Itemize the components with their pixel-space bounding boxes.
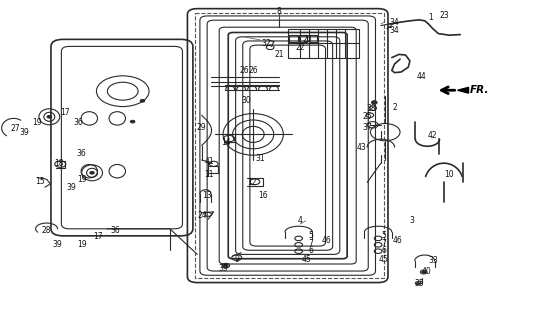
Text: 9: 9 — [235, 255, 239, 264]
Circle shape — [224, 264, 228, 267]
Text: 45: 45 — [302, 255, 312, 264]
Text: 39: 39 — [66, 183, 76, 192]
Text: 46: 46 — [392, 236, 402, 245]
Text: 14: 14 — [221, 138, 231, 147]
Text: 5: 5 — [381, 231, 386, 240]
Bar — [289, 35, 298, 42]
Text: 16: 16 — [258, 191, 268, 200]
Text: 18: 18 — [54, 159, 64, 168]
Text: 6: 6 — [381, 246, 386, 255]
Text: 34: 34 — [390, 18, 399, 27]
Text: 7: 7 — [381, 239, 386, 248]
Text: 19: 19 — [77, 175, 87, 184]
Text: 5: 5 — [309, 231, 313, 240]
Text: 15: 15 — [35, 177, 45, 186]
Text: 22: 22 — [295, 44, 305, 52]
Text: 7: 7 — [309, 239, 313, 248]
Text: 31: 31 — [255, 154, 265, 163]
Text: 40: 40 — [421, 268, 431, 276]
Circle shape — [372, 101, 377, 104]
Text: 26: 26 — [239, 66, 249, 75]
Text: 38: 38 — [367, 104, 376, 113]
Circle shape — [90, 172, 94, 174]
Text: 1: 1 — [428, 13, 432, 22]
Text: 4: 4 — [298, 216, 302, 225]
Text: 44: 44 — [417, 72, 427, 81]
Text: 11: 11 — [204, 170, 214, 179]
Text: 17: 17 — [60, 108, 70, 117]
Text: 17: 17 — [93, 232, 102, 241]
Text: 35: 35 — [414, 279, 424, 288]
Text: 39: 39 — [53, 240, 62, 249]
Text: 24: 24 — [198, 212, 208, 220]
Text: 42: 42 — [428, 131, 438, 140]
Text: 26: 26 — [249, 66, 259, 75]
Text: 12: 12 — [247, 178, 257, 187]
Polygon shape — [458, 87, 469, 93]
Text: 20: 20 — [302, 36, 312, 44]
Text: 6: 6 — [309, 246, 313, 255]
Text: 30: 30 — [242, 96, 252, 105]
Text: 41: 41 — [204, 157, 214, 166]
Circle shape — [130, 120, 135, 123]
Text: 32: 32 — [261, 39, 271, 48]
Text: 10: 10 — [444, 170, 454, 179]
Text: 29: 29 — [197, 124, 207, 132]
Text: 45: 45 — [379, 255, 389, 264]
Circle shape — [422, 271, 425, 273]
Text: 43: 43 — [357, 143, 367, 152]
Text: 39: 39 — [20, 128, 30, 137]
Text: 3: 3 — [410, 216, 414, 225]
Text: FR.: FR. — [470, 85, 489, 95]
Text: 36: 36 — [73, 118, 83, 127]
Bar — [288, 29, 359, 58]
Text: 21: 21 — [275, 50, 284, 59]
Text: 39: 39 — [219, 264, 229, 273]
Circle shape — [47, 116, 52, 118]
Text: 23: 23 — [439, 12, 449, 20]
Text: 46: 46 — [322, 236, 332, 245]
Bar — [309, 35, 317, 42]
Text: 25: 25 — [362, 112, 372, 121]
Text: 34: 34 — [390, 26, 399, 35]
Text: 8: 8 — [276, 7, 281, 16]
Text: 27: 27 — [10, 124, 20, 133]
Text: 2: 2 — [392, 103, 397, 112]
Text: 36: 36 — [110, 226, 120, 235]
Text: 36: 36 — [76, 149, 86, 158]
Text: 28: 28 — [42, 226, 52, 235]
Text: 19: 19 — [77, 240, 87, 249]
Text: 19: 19 — [32, 118, 42, 127]
Text: 33: 33 — [428, 256, 438, 265]
Circle shape — [140, 100, 145, 102]
Text: 13: 13 — [202, 191, 212, 200]
Bar — [299, 35, 307, 42]
Text: 37: 37 — [362, 124, 372, 132]
